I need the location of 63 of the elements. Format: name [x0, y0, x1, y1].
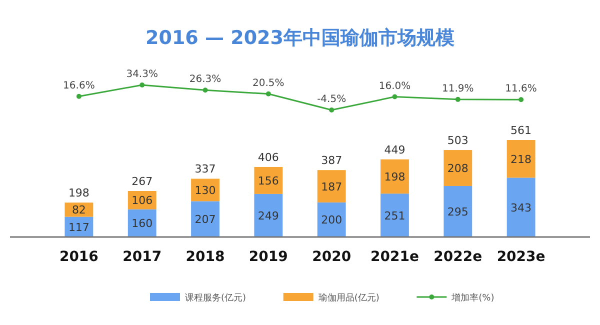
data-label: 208 — [447, 162, 468, 176]
data-label: 16.0% — [378, 80, 411, 92]
legend-label: 瑜伽用品(亿元) — [318, 292, 380, 304]
data-label: 16.6% — [63, 80, 95, 92]
total-label: 561 — [510, 124, 532, 137]
data-label: 343 — [510, 201, 532, 214]
data-label: 198 — [384, 170, 406, 184]
data-label: 34.3% — [126, 69, 158, 80]
point — [76, 94, 82, 99]
x-tick-label: 2023e — [496, 249, 546, 265]
legend-label: 增加率(%) — [450, 292, 494, 304]
bar — [506, 140, 536, 178]
point — [518, 97, 524, 102]
data-label: 160 — [132, 217, 153, 230]
bar — [444, 150, 472, 186]
legend-label: 课程服务(亿元) — [185, 292, 246, 304]
total-label: 503 — [447, 134, 468, 148]
point — [202, 88, 208, 93]
data-label: 11.6% — [505, 84, 537, 95]
x-tick-label: 2018 — [186, 249, 225, 265]
data-label: 207 — [194, 213, 216, 226]
data-label: 26.3% — [189, 74, 222, 86]
total-label: 449 — [384, 143, 406, 156]
data-label: 20.5% — [252, 78, 284, 89]
bar — [380, 159, 409, 194]
point — [455, 96, 460, 102]
bar — [506, 178, 536, 237]
x-tick-label: 2016 — [59, 249, 98, 265]
data-label: -4.5% — [317, 94, 346, 105]
data-label: 295 — [447, 205, 468, 218]
bar — [254, 166, 283, 194]
data-label: 249 — [258, 209, 279, 222]
total-label: 198 — [68, 186, 90, 200]
total-label: 267 — [132, 175, 153, 188]
bar — [191, 201, 220, 237]
x-tick-label: 2019 — [248, 249, 288, 265]
data-label: 82 — [72, 204, 86, 217]
data-label: 130 — [194, 184, 216, 197]
point — [392, 94, 398, 100]
data-label: 218 — [510, 152, 532, 166]
x-tick-label: 2022e — [434, 249, 482, 265]
total-label: 387 — [321, 154, 342, 168]
data-label: 200 — [321, 214, 342, 227]
bar — [444, 186, 472, 237]
data-label: 106 — [132, 194, 153, 208]
chart-title: 2016 — 2023年中国瑜伽市场规模 — [146, 27, 454, 49]
x-tick-label: 2020 — [312, 249, 352, 265]
data-label: 11.9% — [442, 83, 474, 94]
point — [140, 82, 145, 88]
bar — [317, 202, 346, 237]
data-label: 117 — [68, 220, 90, 234]
point — [266, 91, 271, 96]
total-label: 406 — [258, 150, 279, 164]
point — [329, 108, 334, 112]
bar — [317, 170, 346, 202]
bar — [380, 194, 409, 237]
data-label: 251 — [384, 209, 406, 222]
data-label: 187 — [321, 180, 342, 194]
x-tick-label: 2017 — [122, 249, 162, 265]
bar — [254, 194, 283, 237]
x-tick-label: 2021e — [370, 249, 419, 265]
data-label: 156 — [258, 174, 279, 188]
total-label: 337 — [194, 162, 216, 176]
